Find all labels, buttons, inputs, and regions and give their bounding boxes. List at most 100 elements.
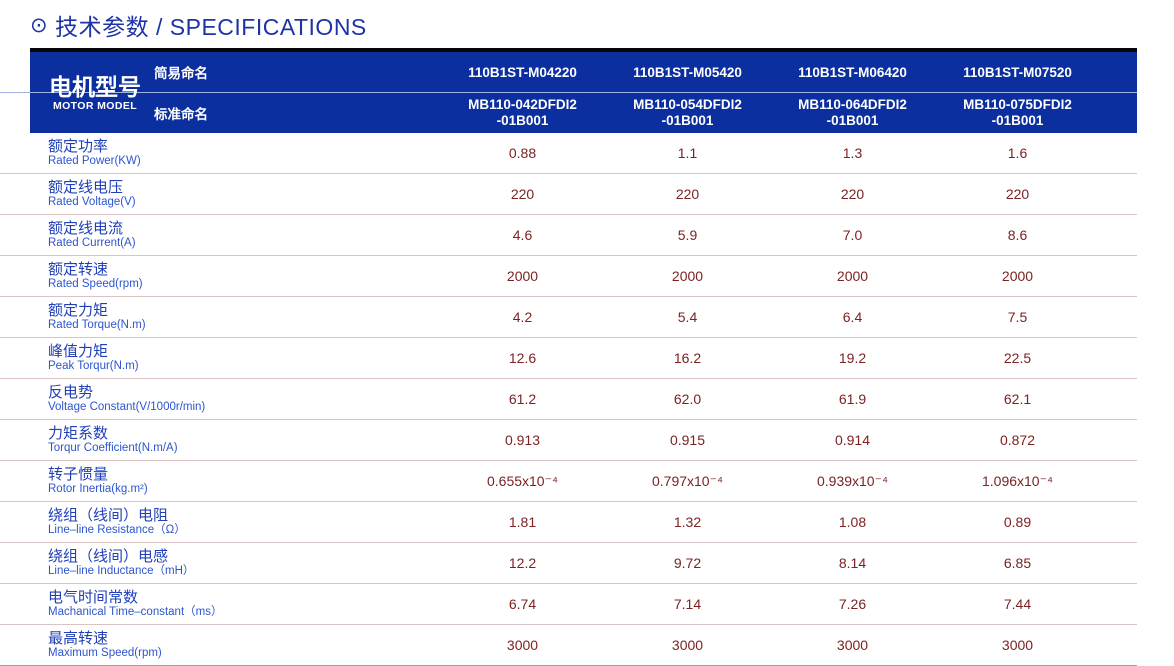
row-value: 22.5 bbox=[1003, 350, 1032, 366]
header-spacer bbox=[1100, 52, 1137, 92]
table-header: 电机型号 MOTOR MODEL 简易命名 110B1ST-M04220 110… bbox=[0, 48, 1137, 133]
table-row: 力矩系数 Torqur Coefficient(N.m/A) 0.913 0.9… bbox=[0, 420, 1137, 461]
row-value: 7.26 bbox=[838, 596, 867, 612]
column-header-simple-1: 110B1ST-M04220 bbox=[468, 64, 577, 80]
column-header-simple-4: 110B1ST-M07520 bbox=[963, 64, 1072, 80]
table-row: 最高转速 Maximum Speed(rpm) 3000 3000 3000 3… bbox=[0, 625, 1137, 666]
row-label: 绕组（线间）电感 Line–line Inductance（mH） bbox=[0, 548, 440, 578]
row-label-zh: 额定转速 bbox=[48, 261, 109, 278]
row-value: 0.914 bbox=[834, 432, 871, 448]
row-value: 8.6 bbox=[1007, 227, 1028, 243]
row-label-en: Voltage Constant(V/1000r/min) bbox=[48, 401, 206, 413]
row-value: 1.81 bbox=[508, 514, 537, 530]
row-label-en: Rated Power(KW) bbox=[48, 155, 141, 167]
table-row: 绕组（线间）电感 Line–line Inductance（mH） 12.2 9… bbox=[0, 543, 1137, 584]
row-label-en: Machanical Time–constant（ms） bbox=[48, 606, 223, 618]
row-label-en: Rotor Inertia(kg.m²) bbox=[48, 483, 148, 495]
row-value: 7.5 bbox=[1007, 309, 1028, 325]
row-label-zh: 力矩系数 bbox=[48, 425, 109, 442]
spec-table-body: 额定功率 Rated Power(KW) 0.88 1.1 1.3 1.6 额定… bbox=[0, 133, 1137, 666]
row-value: 9.72 bbox=[673, 555, 702, 571]
row-value: 61.2 bbox=[508, 391, 537, 407]
row-label: 绕组（线间）电阻 Line–line Resistance（Ω） bbox=[0, 507, 440, 537]
row-value: 16.2 bbox=[673, 350, 702, 366]
row-label: 峰值力矩 Peak Torqur(N.m) bbox=[0, 343, 440, 373]
row-value: 3000 bbox=[671, 637, 704, 653]
row-value: 0.797x10⁻⁴ bbox=[651, 472, 723, 489]
motor-model-label-zh: 电机型号 bbox=[49, 73, 141, 100]
header-spacer bbox=[1100, 92, 1137, 133]
row-value: 1.32 bbox=[673, 514, 702, 530]
row-value: 3000 bbox=[506, 637, 539, 653]
page-title-text: 技术参数 / SPECIFICATIONS bbox=[55, 14, 367, 40]
row-label-en: Rated Speed(rpm) bbox=[48, 278, 143, 290]
row-value: 0.872 bbox=[999, 432, 1036, 448]
row-label-zh: 额定线电压 bbox=[48, 179, 124, 196]
row-label-en: Maximum Speed(rpm) bbox=[48, 647, 162, 659]
row-label-zh: 转子惯量 bbox=[48, 466, 109, 483]
row-label-zh: 峰值力矩 bbox=[48, 343, 109, 360]
row-label-zh: 额定力矩 bbox=[48, 302, 109, 319]
row-label-zh: 绕组（线间）电阻 bbox=[48, 507, 169, 524]
row-value: 2000 bbox=[836, 268, 869, 284]
row-label: 额定转速 Rated Speed(rpm) bbox=[0, 261, 440, 291]
row-value: 61.9 bbox=[838, 391, 867, 407]
row-value: 5.9 bbox=[677, 227, 698, 243]
row-label-en: Torqur Coefficient(N.m/A) bbox=[48, 442, 178, 454]
row-value: 2000 bbox=[671, 268, 704, 284]
column-header-standard-1: MB110-042DFDI2 -01B001 bbox=[468, 96, 577, 128]
row-value: 62.1 bbox=[1003, 391, 1032, 407]
row-label-en: Peak Torqur(N.m) bbox=[48, 360, 139, 372]
row-value: 1.1 bbox=[677, 145, 698, 161]
row-value: 1.096x10⁻⁴ bbox=[981, 472, 1053, 489]
row-label-en: Rated Torque(N.m) bbox=[48, 319, 146, 331]
row-value: 7.14 bbox=[673, 596, 702, 612]
row-value: 4.6 bbox=[512, 227, 533, 243]
row-label-zh: 最高转速 bbox=[48, 630, 109, 647]
row-value: 6.4 bbox=[842, 309, 863, 325]
row-value: 220 bbox=[675, 186, 700, 202]
table-row: 电气时间常数 Machanical Time–constant（ms） 6.74… bbox=[0, 584, 1137, 625]
table-row: 额定功率 Rated Power(KW) 0.88 1.1 1.3 1.6 bbox=[0, 133, 1137, 174]
row-value: 220 bbox=[1005, 186, 1030, 202]
row-value: 12.2 bbox=[508, 555, 537, 571]
row-value: 2000 bbox=[506, 268, 539, 284]
row-label-en: Rated Current(A) bbox=[48, 237, 136, 249]
row-value: 7.0 bbox=[842, 227, 863, 243]
row-value: 0.915 bbox=[669, 432, 706, 448]
row-value: 0.88 bbox=[508, 145, 537, 161]
row-value: 0.89 bbox=[1003, 514, 1032, 530]
row-label-en: Line–line Inductance（mH） bbox=[48, 565, 195, 577]
row-value: 19.2 bbox=[838, 350, 867, 366]
row-value: 6.74 bbox=[508, 596, 537, 612]
row-label: 额定线电流 Rated Current(A) bbox=[0, 220, 440, 250]
circled-dot-icon: ⊙ bbox=[30, 13, 49, 37]
row-label-en: Rated Voltage(V) bbox=[48, 196, 136, 208]
table-row: 额定力矩 Rated Torque(N.m) 4.2 5.4 6.4 7.5 bbox=[0, 297, 1137, 338]
column-header-simple-2: 110B1ST-M05420 bbox=[633, 64, 742, 80]
row-value: 0.655x10⁻⁴ bbox=[486, 472, 558, 489]
table-row: 额定线电流 Rated Current(A) 4.6 5.9 7.0 8.6 bbox=[0, 215, 1137, 256]
row-label: 额定线电压 Rated Voltage(V) bbox=[0, 179, 440, 209]
row-value: 2000 bbox=[1001, 268, 1034, 284]
table-row: 转子惯量 Rotor Inertia(kg.m²) 0.655x10⁻⁴ 0.7… bbox=[0, 461, 1137, 502]
row-value: 3000 bbox=[1001, 637, 1034, 653]
table-row: 额定转速 Rated Speed(rpm) 2000 2000 2000 200… bbox=[0, 256, 1137, 297]
row-value: 3000 bbox=[836, 637, 869, 653]
column-header-simple-3: 110B1ST-M06420 bbox=[798, 64, 907, 80]
header-divider-line bbox=[0, 92, 1137, 93]
row-value: 1.6 bbox=[1007, 145, 1028, 161]
specifications-table: 电机型号 MOTOR MODEL 简易命名 110B1ST-M04220 110… bbox=[0, 48, 1137, 666]
row-value: 1.3 bbox=[842, 145, 863, 161]
table-row: 额定线电压 Rated Voltage(V) 220 220 220 220 bbox=[0, 174, 1137, 215]
row-value: 6.85 bbox=[1003, 555, 1032, 571]
table-row: 绕组（线间）电阻 Line–line Resistance（Ω） 1.81 1.… bbox=[0, 502, 1137, 543]
table-row: 反电势 Voltage Constant(V/1000r/min) 61.2 6… bbox=[0, 379, 1137, 420]
row-value: 0.939x10⁻⁴ bbox=[816, 472, 888, 489]
row-label-zh: 额定线电流 bbox=[48, 220, 124, 237]
row-label-zh: 电气时间常数 bbox=[48, 589, 139, 606]
page-title: ⊙ 技术参数 / SPECIFICATIONS bbox=[30, 10, 1174, 40]
row-value: 4.2 bbox=[512, 309, 533, 325]
row-value: 220 bbox=[840, 186, 865, 202]
row-label: 力矩系数 Torqur Coefficient(N.m/A) bbox=[0, 425, 440, 455]
